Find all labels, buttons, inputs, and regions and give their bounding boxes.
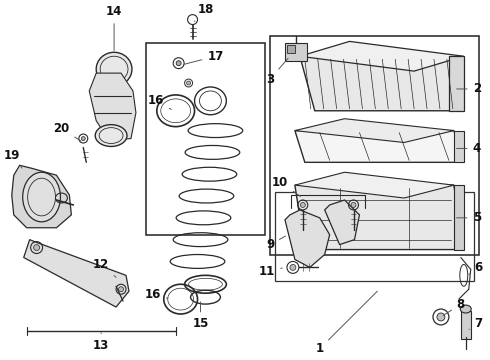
Ellipse shape	[176, 61, 181, 66]
Bar	[285, 43, 307, 61]
Text: 19: 19	[3, 149, 22, 168]
Text: 8: 8	[443, 298, 465, 315]
Polygon shape	[325, 200, 360, 244]
Polygon shape	[300, 56, 464, 111]
Polygon shape	[300, 41, 464, 71]
Text: 14: 14	[106, 5, 122, 50]
Text: 16: 16	[145, 288, 168, 301]
Text: 13: 13	[93, 333, 109, 352]
Text: 17: 17	[183, 50, 223, 64]
Polygon shape	[454, 185, 464, 249]
Ellipse shape	[460, 305, 471, 313]
Bar	[461, 311, 471, 339]
Ellipse shape	[351, 202, 356, 207]
Text: 10: 10	[272, 176, 300, 197]
Text: 1: 1	[316, 291, 377, 355]
Text: 18: 18	[195, 3, 214, 22]
Text: 15: 15	[193, 302, 209, 330]
Polygon shape	[285, 210, 330, 267]
Ellipse shape	[300, 202, 305, 207]
Ellipse shape	[119, 287, 123, 292]
Polygon shape	[89, 73, 136, 140]
Text: 4: 4	[457, 142, 481, 155]
Polygon shape	[295, 172, 454, 198]
Ellipse shape	[96, 52, 132, 86]
Ellipse shape	[187, 81, 191, 85]
Polygon shape	[295, 185, 464, 249]
Text: 2: 2	[457, 82, 481, 95]
Polygon shape	[24, 240, 129, 307]
Polygon shape	[12, 165, 72, 228]
Bar	[146, 43, 265, 235]
Text: 11: 11	[259, 265, 282, 278]
Text: 9: 9	[266, 236, 286, 251]
Text: 7: 7	[469, 318, 483, 330]
Ellipse shape	[437, 313, 445, 321]
Text: 20: 20	[53, 122, 81, 141]
Text: 6: 6	[469, 261, 483, 274]
Text: 3: 3	[266, 58, 288, 86]
Bar	[287, 45, 295, 53]
Ellipse shape	[81, 136, 85, 140]
Bar	[275, 192, 474, 281]
Ellipse shape	[290, 265, 296, 270]
Text: 12: 12	[93, 258, 116, 277]
Bar	[270, 36, 479, 255]
Ellipse shape	[95, 125, 127, 147]
Polygon shape	[295, 119, 454, 143]
Ellipse shape	[34, 244, 40, 251]
Text: 5: 5	[457, 211, 481, 224]
Polygon shape	[449, 56, 464, 111]
Polygon shape	[295, 131, 464, 162]
Polygon shape	[454, 131, 464, 162]
Text: 16: 16	[147, 94, 172, 109]
Ellipse shape	[23, 172, 60, 222]
